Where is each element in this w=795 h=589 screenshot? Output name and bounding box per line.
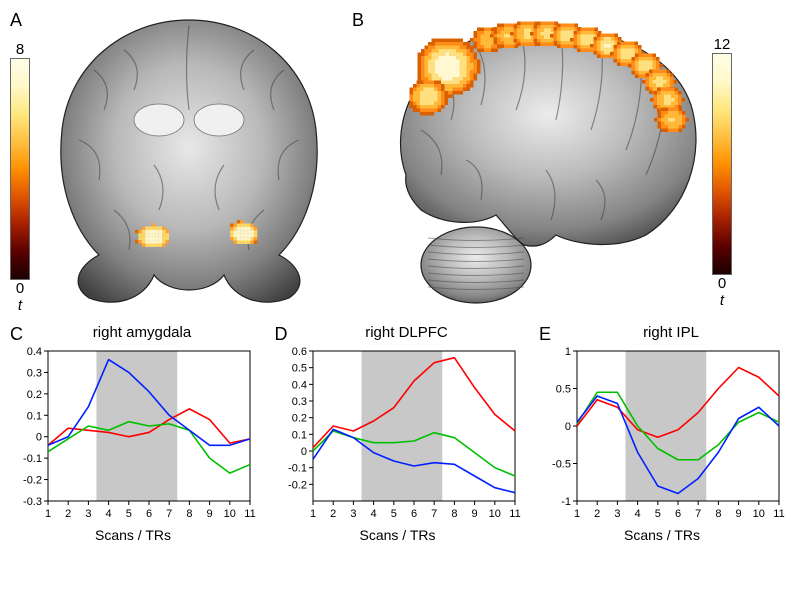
svg-text:-0.1: -0.1	[23, 453, 42, 465]
svg-text:0.2: 0.2	[291, 413, 306, 425]
svg-text:1: 1	[565, 346, 571, 358]
svg-text:-0.3: -0.3	[23, 496, 42, 508]
svg-text:0.4: 0.4	[291, 379, 306, 391]
svg-text:6: 6	[410, 508, 416, 520]
svg-text:8: 8	[451, 508, 457, 520]
chart-c-title: right amygdala	[28, 324, 256, 341]
chart-panel-e: E right IPL -1-0.500.511234567891011 Sca…	[539, 324, 785, 543]
svg-text:4: 4	[106, 508, 112, 520]
svg-text:0.1: 0.1	[291, 429, 306, 441]
svg-text:11: 11	[244, 508, 255, 520]
svg-text:6: 6	[146, 508, 152, 520]
svg-text:5: 5	[390, 508, 396, 520]
svg-text:4: 4	[370, 508, 376, 520]
brain-coronal-icon	[34, 10, 344, 310]
svg-text:-0.5: -0.5	[552, 459, 571, 471]
svg-text:0.1: 0.1	[27, 410, 42, 422]
panel-e-label: E	[539, 324, 557, 345]
svg-text:4: 4	[635, 508, 641, 520]
svg-text:5: 5	[126, 508, 132, 520]
svg-text:10: 10	[488, 508, 500, 520]
panel-b-label: B	[352, 10, 364, 31]
chart-panel-d: D right DLPFC -0.2 -0.1 0 0.1 0.2 0.3 0.4 0.5 0.…	[275, 324, 521, 543]
svg-text:1: 1	[574, 508, 580, 520]
colorbar-b-min: 0	[718, 275, 726, 292]
chart-e-xlabel: Scans / TRs	[539, 527, 785, 543]
colorbar-b-holder: 12 0 t	[712, 36, 732, 309]
svg-text:-1: -1	[561, 496, 571, 508]
chart-d: -0.2 -0.1 0 0.1 0.2 0.3 0.4 0.5 0.6 1 2 3 4 5 6 7 8 9 10 11	[275, 345, 521, 525]
svg-text:0.6: 0.6	[291, 346, 306, 358]
svg-text:0.5: 0.5	[291, 363, 306, 375]
chart-c-xlabel: Scans / TRs	[10, 527, 256, 543]
chart-e: -1-0.500.511234567891011	[539, 345, 785, 525]
svg-text:0: 0	[36, 432, 42, 444]
panel-a-label: A	[10, 10, 30, 31]
svg-text:9: 9	[736, 508, 742, 520]
svg-text:0.2: 0.2	[27, 389, 42, 401]
colorbar-b-max: 12	[714, 36, 731, 53]
svg-text:8: 8	[715, 508, 721, 520]
top-row: A 8 0 t B 12 0 t	[10, 10, 785, 314]
svg-text:5: 5	[655, 508, 661, 520]
svg-text:0: 0	[300, 446, 306, 458]
svg-text:10: 10	[224, 508, 236, 520]
svg-text:0.3: 0.3	[27, 367, 42, 379]
svg-text:3: 3	[85, 508, 91, 520]
colorbar-a-min: 0	[16, 280, 24, 297]
panel-c-label: C	[10, 324, 28, 345]
svg-text:-0.1: -0.1	[288, 463, 307, 475]
svg-text:-0.2: -0.2	[23, 475, 42, 487]
svg-text:11: 11	[773, 508, 784, 520]
svg-text:3: 3	[350, 508, 356, 520]
svg-text:0.5: 0.5	[556, 384, 571, 396]
svg-text:9: 9	[471, 508, 477, 520]
chart-panel-c: C right amygdala -0.3 -0.2 -0.1 0 0.1 0.2 0.3 0…	[10, 324, 256, 543]
svg-text:3: 3	[614, 508, 620, 520]
brain-panel-a	[34, 10, 344, 310]
svg-text:-0.2: -0.2	[288, 479, 307, 491]
svg-text:2: 2	[65, 508, 71, 520]
chart-e-title: right IPL	[557, 324, 785, 341]
svg-text:8: 8	[186, 508, 192, 520]
svg-text:7: 7	[695, 508, 701, 520]
colorbar-a-var: t	[18, 297, 22, 314]
chart-c: -0.3 -0.2 -0.1 0 0.1 0.2 0.3 0.4 1 2 3 4 5 6 7 8 9 10 11	[10, 345, 256, 525]
svg-text:2: 2	[594, 508, 600, 520]
panel-d-label: D	[275, 324, 293, 345]
colorbar-b-var: t	[720, 292, 724, 309]
svg-text:9: 9	[207, 508, 213, 520]
svg-text:0.3: 0.3	[291, 396, 306, 408]
brain-panel-b	[366, 10, 706, 310]
bottom-row: C right amygdala -0.3 -0.2 -0.1 0 0.1 0.2 0.3 0…	[10, 324, 785, 543]
colorbar-a-max: 8	[16, 41, 24, 58]
brain-sagittal-icon	[366, 10, 706, 310]
svg-text:2: 2	[330, 508, 336, 520]
svg-text:7: 7	[166, 508, 172, 520]
svg-text:11: 11	[509, 508, 520, 520]
svg-text:6: 6	[675, 508, 681, 520]
colorbar-a-holder: 8 0 t	[10, 41, 30, 314]
svg-text:10: 10	[753, 508, 765, 520]
colorbar-b	[712, 53, 732, 275]
svg-text:0.4: 0.4	[27, 346, 42, 358]
chart-d-xlabel: Scans / TRs	[275, 527, 521, 543]
svg-text:7: 7	[431, 508, 437, 520]
figure: A 8 0 t B 12 0 t	[10, 10, 785, 543]
chart-d-title: right DLPFC	[293, 324, 521, 341]
colorbar-a	[10, 58, 30, 280]
svg-text:0: 0	[565, 421, 571, 433]
svg-text:1: 1	[45, 508, 51, 520]
svg-text:1: 1	[309, 508, 315, 520]
